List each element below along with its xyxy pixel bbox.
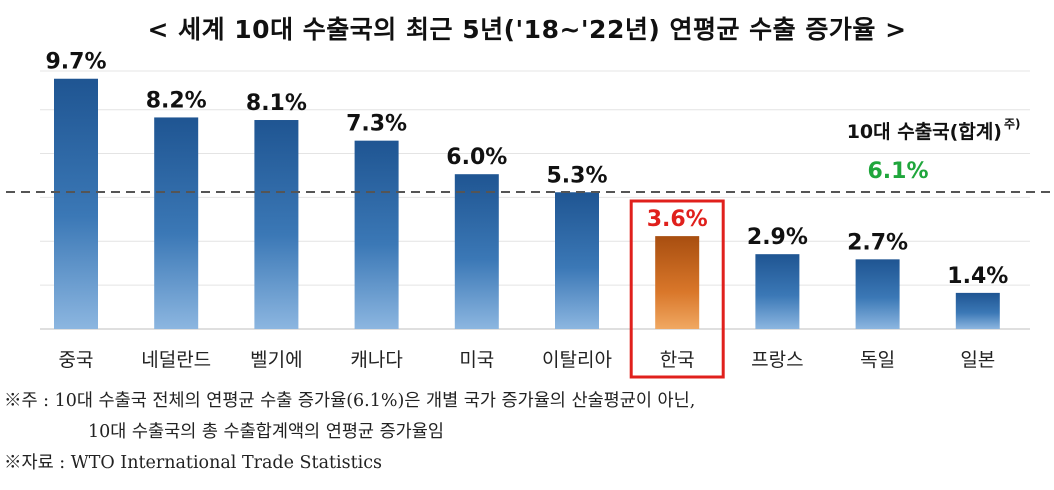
- note-line-2: 10대 수출국의 총 수출합계액의 연평균 증가율임: [88, 422, 444, 442]
- bars: [54, 78, 1000, 330]
- note-line-1: ※주 : 10대 수출국 전체의 연평균 수출 증가율(6.1%)은 개별 국가…: [4, 391, 696, 411]
- gridlines: [40, 70, 1030, 330]
- footnotes: ※주 : 10대 수출국 전체의 연평균 수출 증가율(6.1%)은 개별 국가…: [4, 386, 695, 479]
- data-labels: 9.7% 8.2% 8.1% 7.3% 6.0% 5.3% 3.6% 2.9% 2.7% 1.4%: [45, 50, 1008, 289]
- data-label-0: 9.7%: [45, 50, 106, 75]
- highlight-box: [629, 199, 725, 379]
- bar-0: [54, 78, 98, 330]
- bar-8: [855, 259, 900, 329]
- data-label-7: 2.9%: [747, 225, 808, 250]
- data-label-8: 2.7%: [847, 230, 908, 255]
- data-label-1: 8.2%: [146, 88, 207, 113]
- category-label-9: 일본: [960, 349, 995, 371]
- bar-1: [154, 117, 199, 329]
- category-label-7: 프랑스: [751, 349, 803, 371]
- category-label-8: 독일: [860, 349, 895, 371]
- category-labels: 중국 네덜란드 벨기에 캐나다 미국 이탈리아 한국 프랑스 독일 일본: [59, 349, 996, 371]
- data-label-6: 3.6%: [647, 207, 708, 232]
- data-label-3: 7.3%: [346, 112, 407, 137]
- bar-4: [454, 174, 499, 329]
- reference-superscript: 주): [1004, 117, 1021, 131]
- bar-2: [254, 120, 299, 330]
- bar-6: [655, 236, 700, 329]
- category-label-1: 네덜란드: [141, 349, 211, 371]
- bar-3: [354, 140, 399, 329]
- source-note: ※자료 : WTO International Trade Statistics: [4, 453, 383, 473]
- category-label-6: 한국: [660, 349, 695, 371]
- category-label-5: 이탈리아: [542, 349, 612, 371]
- category-label-2: 벨기에: [250, 349, 302, 371]
- data-label-2: 8.1%: [246, 91, 307, 116]
- data-label-5: 5.3%: [546, 163, 607, 188]
- category-label-0: 중국: [59, 349, 94, 371]
- chart-title: < 세계 10대 수출국의 최근 5년('18~'22년) 연평균 수출 증가율…: [147, 15, 907, 44]
- bar-9: [955, 292, 1000, 329]
- category-label-3: 캐나다: [350, 349, 402, 371]
- bar-5: [555, 192, 599, 329]
- bar-7: [755, 254, 800, 329]
- data-label-9: 1.4%: [947, 264, 1008, 289]
- data-label-4: 6.0%: [446, 145, 507, 170]
- bar-chart: 10대 수출국(합계) 주) 6.1% 9.7% 8.2% 8.1% 7.3% 6.0% 5.…: [6, 50, 1050, 379]
- category-label-4: 미국: [459, 349, 494, 371]
- reference-layer: 10대 수출국(합계) 주) 6.1%: [6, 117, 1050, 379]
- reference-label: 10대 수출국(합계): [847, 121, 1002, 143]
- reference-value-label: 6.1%: [867, 159, 928, 184]
